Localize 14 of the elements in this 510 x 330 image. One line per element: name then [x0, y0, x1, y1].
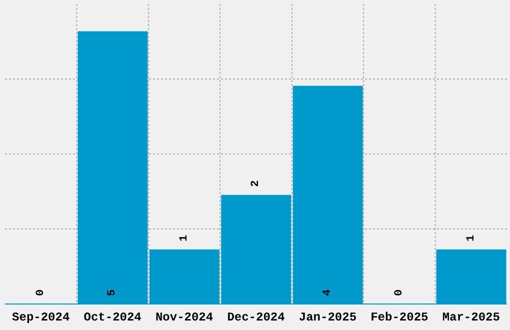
x-tick-label: Dec-2024	[227, 310, 285, 325]
data-label: 0	[394, 289, 406, 296]
data-label: 1	[178, 234, 190, 242]
data-label: 2	[250, 180, 262, 187]
x-tick-label: Feb-2025	[370, 310, 428, 325]
data-label: 1	[465, 234, 478, 242]
x-tick-label: Nov-2024	[155, 310, 214, 325]
data-label: 5	[106, 289, 119, 296]
x-tick-label: Oct-2024	[84, 310, 142, 325]
x-tick-label: Sep-2024	[12, 310, 70, 325]
data-label: 0	[35, 289, 47, 296]
x-tick-label: Jan-2025	[298, 310, 357, 325]
data-label: 4	[322, 289, 334, 296]
x-tick-label: Mar-2025	[442, 310, 500, 325]
